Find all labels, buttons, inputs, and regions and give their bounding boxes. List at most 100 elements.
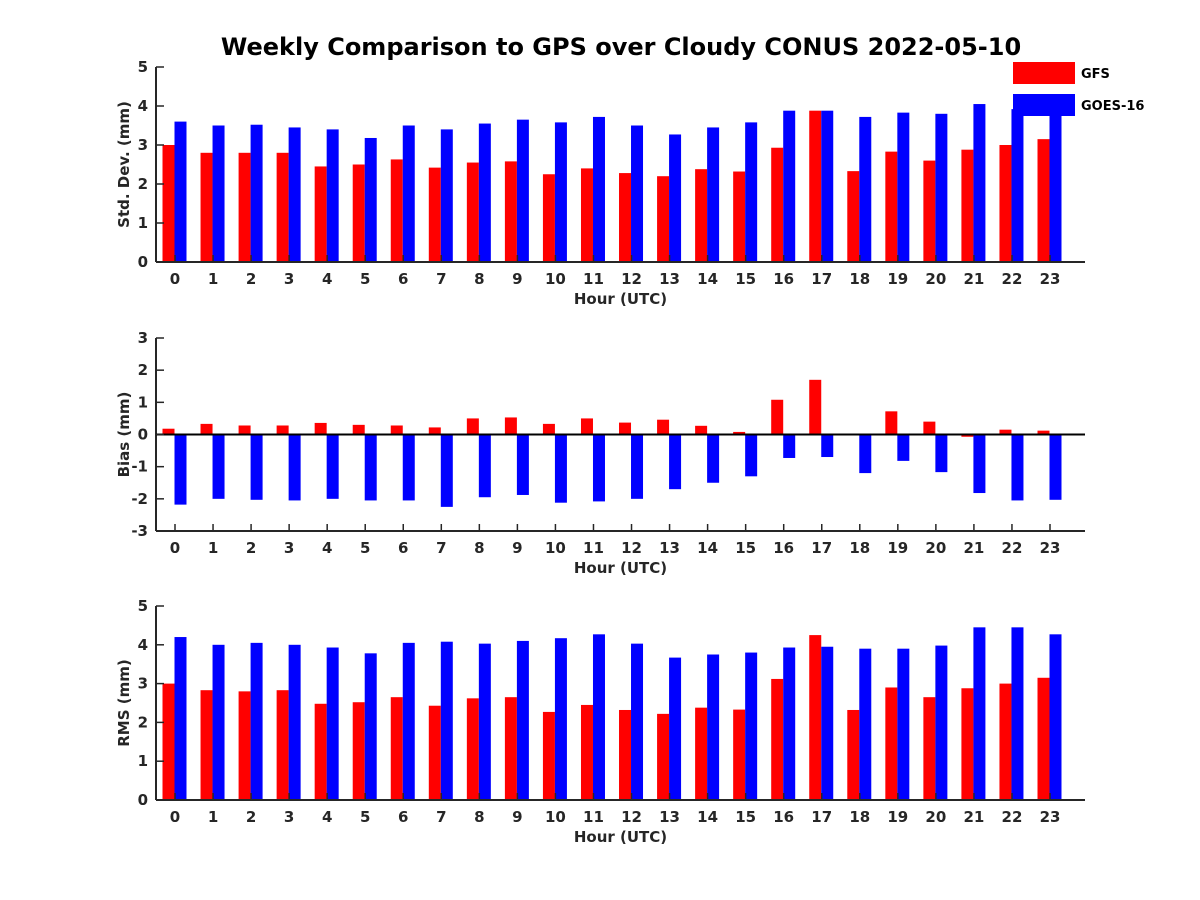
bar-goes16-5 — [364, 137, 377, 262]
bar-gfs-13 — [657, 713, 670, 800]
bar-goes16-22 — [1011, 627, 1024, 800]
bar-goes16-22 — [1011, 434, 1024, 501]
bar-gfs-4 — [314, 703, 327, 800]
x-tick-label: 23 — [1040, 539, 1061, 557]
x-tick-label: 9 — [512, 270, 522, 288]
bar-gfs-19 — [885, 687, 898, 800]
bar-gfs-5 — [352, 702, 365, 800]
bar-goes16-23 — [1049, 634, 1062, 800]
x-tick-label: 17 — [811, 270, 832, 288]
bar-goes16-18 — [859, 648, 872, 800]
y-tick-label: 3 — [138, 136, 148, 154]
bar-gfs-10 — [542, 174, 555, 262]
bar-goes16-18 — [859, 116, 872, 262]
bar-goes16-18 — [859, 434, 872, 474]
bar-gfs-2 — [238, 152, 251, 262]
x-tick-label: 0 — [170, 539, 180, 557]
x-tick-label: 4 — [322, 539, 332, 557]
legend-swatch-goes16 — [1013, 94, 1075, 116]
y-tick-label: 0 — [138, 253, 148, 271]
bar-goes16-5 — [364, 434, 377, 501]
bar-gfs-9 — [504, 697, 517, 800]
y-tick-label: -2 — [131, 490, 148, 508]
y-tick-label: 1 — [138, 393, 148, 411]
bar-goes16-5 — [364, 653, 377, 800]
x-tick-label: 15 — [735, 808, 756, 826]
bar-goes16-15 — [745, 434, 758, 477]
x-tick-label: 9 — [512, 808, 522, 826]
x-tick-label: 12 — [621, 539, 642, 557]
y-tick-label: 4 — [138, 636, 148, 654]
bar-goes16-17 — [821, 434, 834, 458]
x-tick-label: 14 — [697, 808, 718, 826]
x-tick-label: 11 — [583, 808, 604, 826]
bar-gfs-8 — [466, 698, 479, 800]
x-tick-label: 18 — [849, 270, 870, 288]
bar-gfs-3 — [276, 152, 289, 262]
bar-gfs-2 — [238, 425, 251, 435]
bar-goes16-19 — [897, 112, 910, 262]
bar-gfs-10 — [542, 711, 555, 800]
bar-gfs-20 — [923, 160, 936, 262]
x-tick-label: 6 — [398, 808, 408, 826]
bar-gfs-4 — [314, 166, 327, 262]
x-tick-label: 22 — [1002, 539, 1023, 557]
bar-gfs-23 — [1037, 430, 1050, 435]
x-tick-label: 12 — [621, 808, 642, 826]
bar-gfs-9 — [504, 161, 517, 262]
bar-gfs-14 — [695, 425, 708, 435]
x-tick-label: 14 — [697, 539, 718, 557]
x-tick-label: 7 — [436, 808, 446, 826]
x-axis-label: Hour (UTC) — [574, 290, 667, 308]
bar-goes16-1 — [212, 125, 225, 262]
x-tick-label: 16 — [773, 808, 794, 826]
bar-goes16-2 — [250, 124, 263, 262]
bar-gfs-20 — [923, 697, 936, 800]
bar-goes16-1 — [212, 644, 225, 800]
x-tick-label: 19 — [887, 808, 908, 826]
x-tick-label: 20 — [925, 539, 946, 557]
bar-goes16-13 — [669, 657, 682, 800]
bar-gfs-15 — [733, 431, 746, 435]
bar-goes16-9 — [516, 119, 529, 263]
bar-gfs-22 — [999, 429, 1012, 435]
x-tick-label: 22 — [1002, 270, 1023, 288]
x-tick-label: 5 — [360, 539, 370, 557]
bar-goes16-6 — [402, 434, 415, 501]
bar-goes16-11 — [592, 434, 605, 502]
bar-gfs-21 — [961, 434, 974, 437]
x-tick-label: 21 — [963, 808, 984, 826]
bar-goes16-21 — [973, 104, 986, 262]
x-tick-label: 8 — [474, 270, 484, 288]
bar-gfs-17 — [809, 110, 822, 263]
y-tick-label: 1 — [138, 214, 148, 232]
bar-goes16-10 — [554, 122, 567, 262]
bar-gfs-22 — [999, 683, 1012, 800]
x-tick-label: 13 — [659, 808, 680, 826]
x-tick-label: 18 — [849, 539, 870, 557]
x-tick-label: 3 — [284, 808, 294, 826]
x-tick-label: 7 — [436, 539, 446, 557]
x-tick-label: 20 — [925, 270, 946, 288]
bar-goes16-1 — [212, 434, 225, 499]
y-tick-label: 0 — [138, 791, 148, 809]
x-tick-label: 15 — [735, 270, 756, 288]
bar-gfs-3 — [276, 690, 289, 800]
bar-gfs-15 — [733, 171, 746, 262]
bar-goes16-11 — [592, 116, 605, 262]
bar-gfs-17 — [809, 635, 822, 800]
bar-goes16-12 — [631, 434, 644, 499]
bar-gfs-10 — [542, 423, 555, 435]
x-tick-label: 6 — [398, 270, 408, 288]
bar-goes16-15 — [745, 652, 758, 800]
bar-goes16-7 — [440, 641, 453, 800]
bar-gfs-1 — [200, 423, 213, 435]
x-tick-label: 23 — [1040, 270, 1061, 288]
y-tick-label: -3 — [131, 522, 148, 540]
x-tick-label: 3 — [284, 539, 294, 557]
x-tick-label: 17 — [811, 539, 832, 557]
bar-gfs-16 — [771, 678, 784, 800]
